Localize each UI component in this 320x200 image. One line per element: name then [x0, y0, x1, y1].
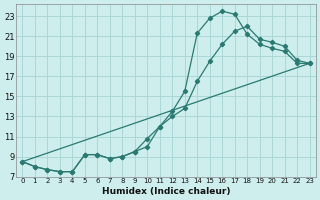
X-axis label: Humidex (Indice chaleur): Humidex (Indice chaleur)	[102, 187, 230, 196]
